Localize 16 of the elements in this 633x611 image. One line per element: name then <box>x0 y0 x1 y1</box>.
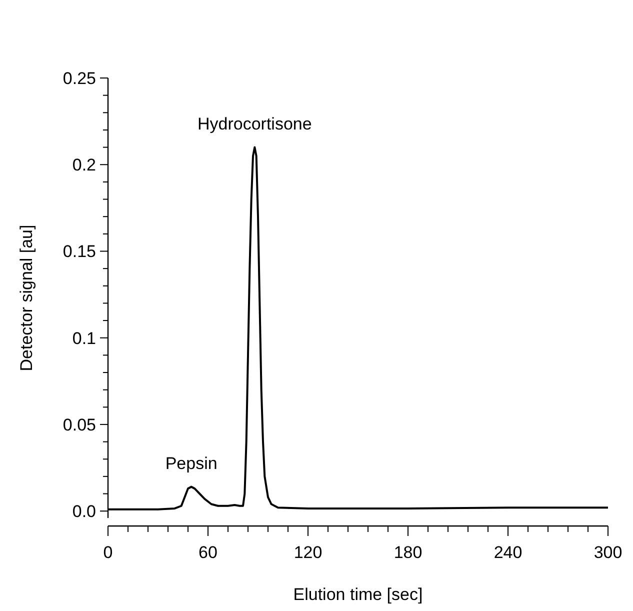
y-tick-label: 0.0 <box>72 502 96 522</box>
y-tick-label: 0.15 <box>62 242 96 262</box>
annotation: Pepsin <box>165 454 218 473</box>
x-tick-label: 300 <box>594 543 622 562</box>
y-tick-label: 0.25 <box>62 68 96 88</box>
x-tick-label: 180 <box>394 543 422 562</box>
y-tick-label: 0.2 <box>72 156 96 175</box>
y-tick-label: 0.1 <box>72 328 96 348</box>
annotation: Hydrocortisone <box>198 114 312 134</box>
x-tick-label: 0 <box>103 543 113 562</box>
x-tick-label: 120 <box>294 543 322 562</box>
x-tick-label: 60 <box>198 543 218 562</box>
x-tick-label: 240 <box>494 543 522 562</box>
x-axis-title: Elution time [sec] <box>293 585 423 604</box>
y-axis-title: Detector signal [au] <box>17 224 36 372</box>
y-tick-label: 0.05 <box>62 415 96 434</box>
